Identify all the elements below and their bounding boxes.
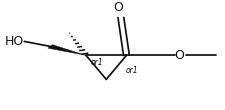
Text: or1: or1 [90,58,103,67]
Text: O: O [113,1,123,14]
Polygon shape [48,45,86,55]
Text: or1: or1 [125,66,137,75]
Text: O: O [173,49,183,62]
Text: HO: HO [5,35,24,48]
